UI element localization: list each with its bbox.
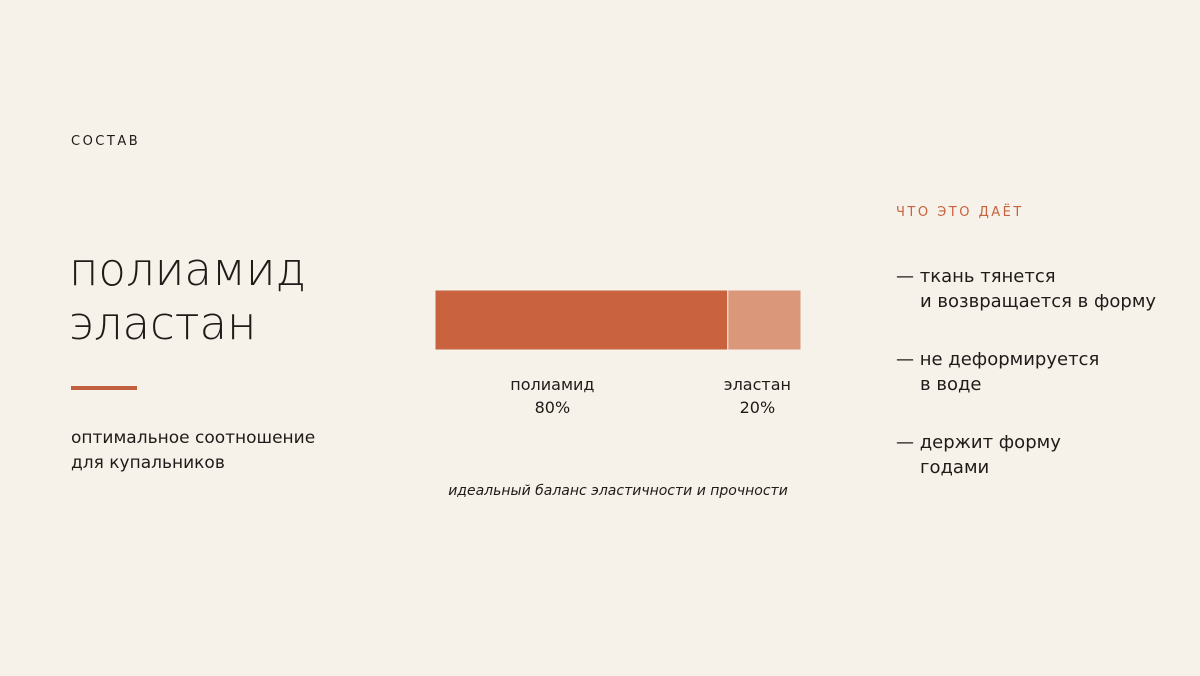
value-label: 20% <box>740 398 776 417</box>
heading-line: полиамид <box>69 243 306 296</box>
benefit-line: — не деформируется <box>896 349 1100 370</box>
description-line: оптимальное соотношение <box>71 428 316 448</box>
heading-line: эластан <box>69 297 257 350</box>
bar-segment <box>727 289 802 351</box>
benefit-item: — не деформируется в воде <box>896 347 1156 397</box>
benefit-item: — держит форму годами <box>896 430 1156 480</box>
benefit-line: в воде <box>920 374 982 395</box>
separator <box>71 386 137 390</box>
section-label: СОСТАВ <box>71 134 141 149</box>
benefits-title: ЧТО ЭТО ДАЁТ <box>896 205 1024 220</box>
legend-label: полиамид <box>510 375 594 394</box>
benefits-list: — ткань тянется и возвращается в форму — н… <box>896 264 1156 513</box>
description: оптимальное соотношение для купальников <box>71 426 315 476</box>
heading: полиамид эластан <box>69 243 306 351</box>
benefit-line: — держит форму <box>896 432 1061 453</box>
benefit-line: годами <box>920 457 990 478</box>
value-label: 80% <box>535 398 571 417</box>
description-line: для купальников <box>71 453 225 473</box>
benefit-item: — ткань тянется и возвращается в форму <box>896 264 1156 314</box>
bar-segment <box>434 289 729 351</box>
benefit-line: и возвращается в форму <box>920 291 1157 312</box>
benefit-line: — ткань тянется <box>896 266 1056 287</box>
legend-label: эластан <box>724 375 791 394</box>
chart-caption: идеальный баланс эластичности и прочност… <box>448 483 788 499</box>
